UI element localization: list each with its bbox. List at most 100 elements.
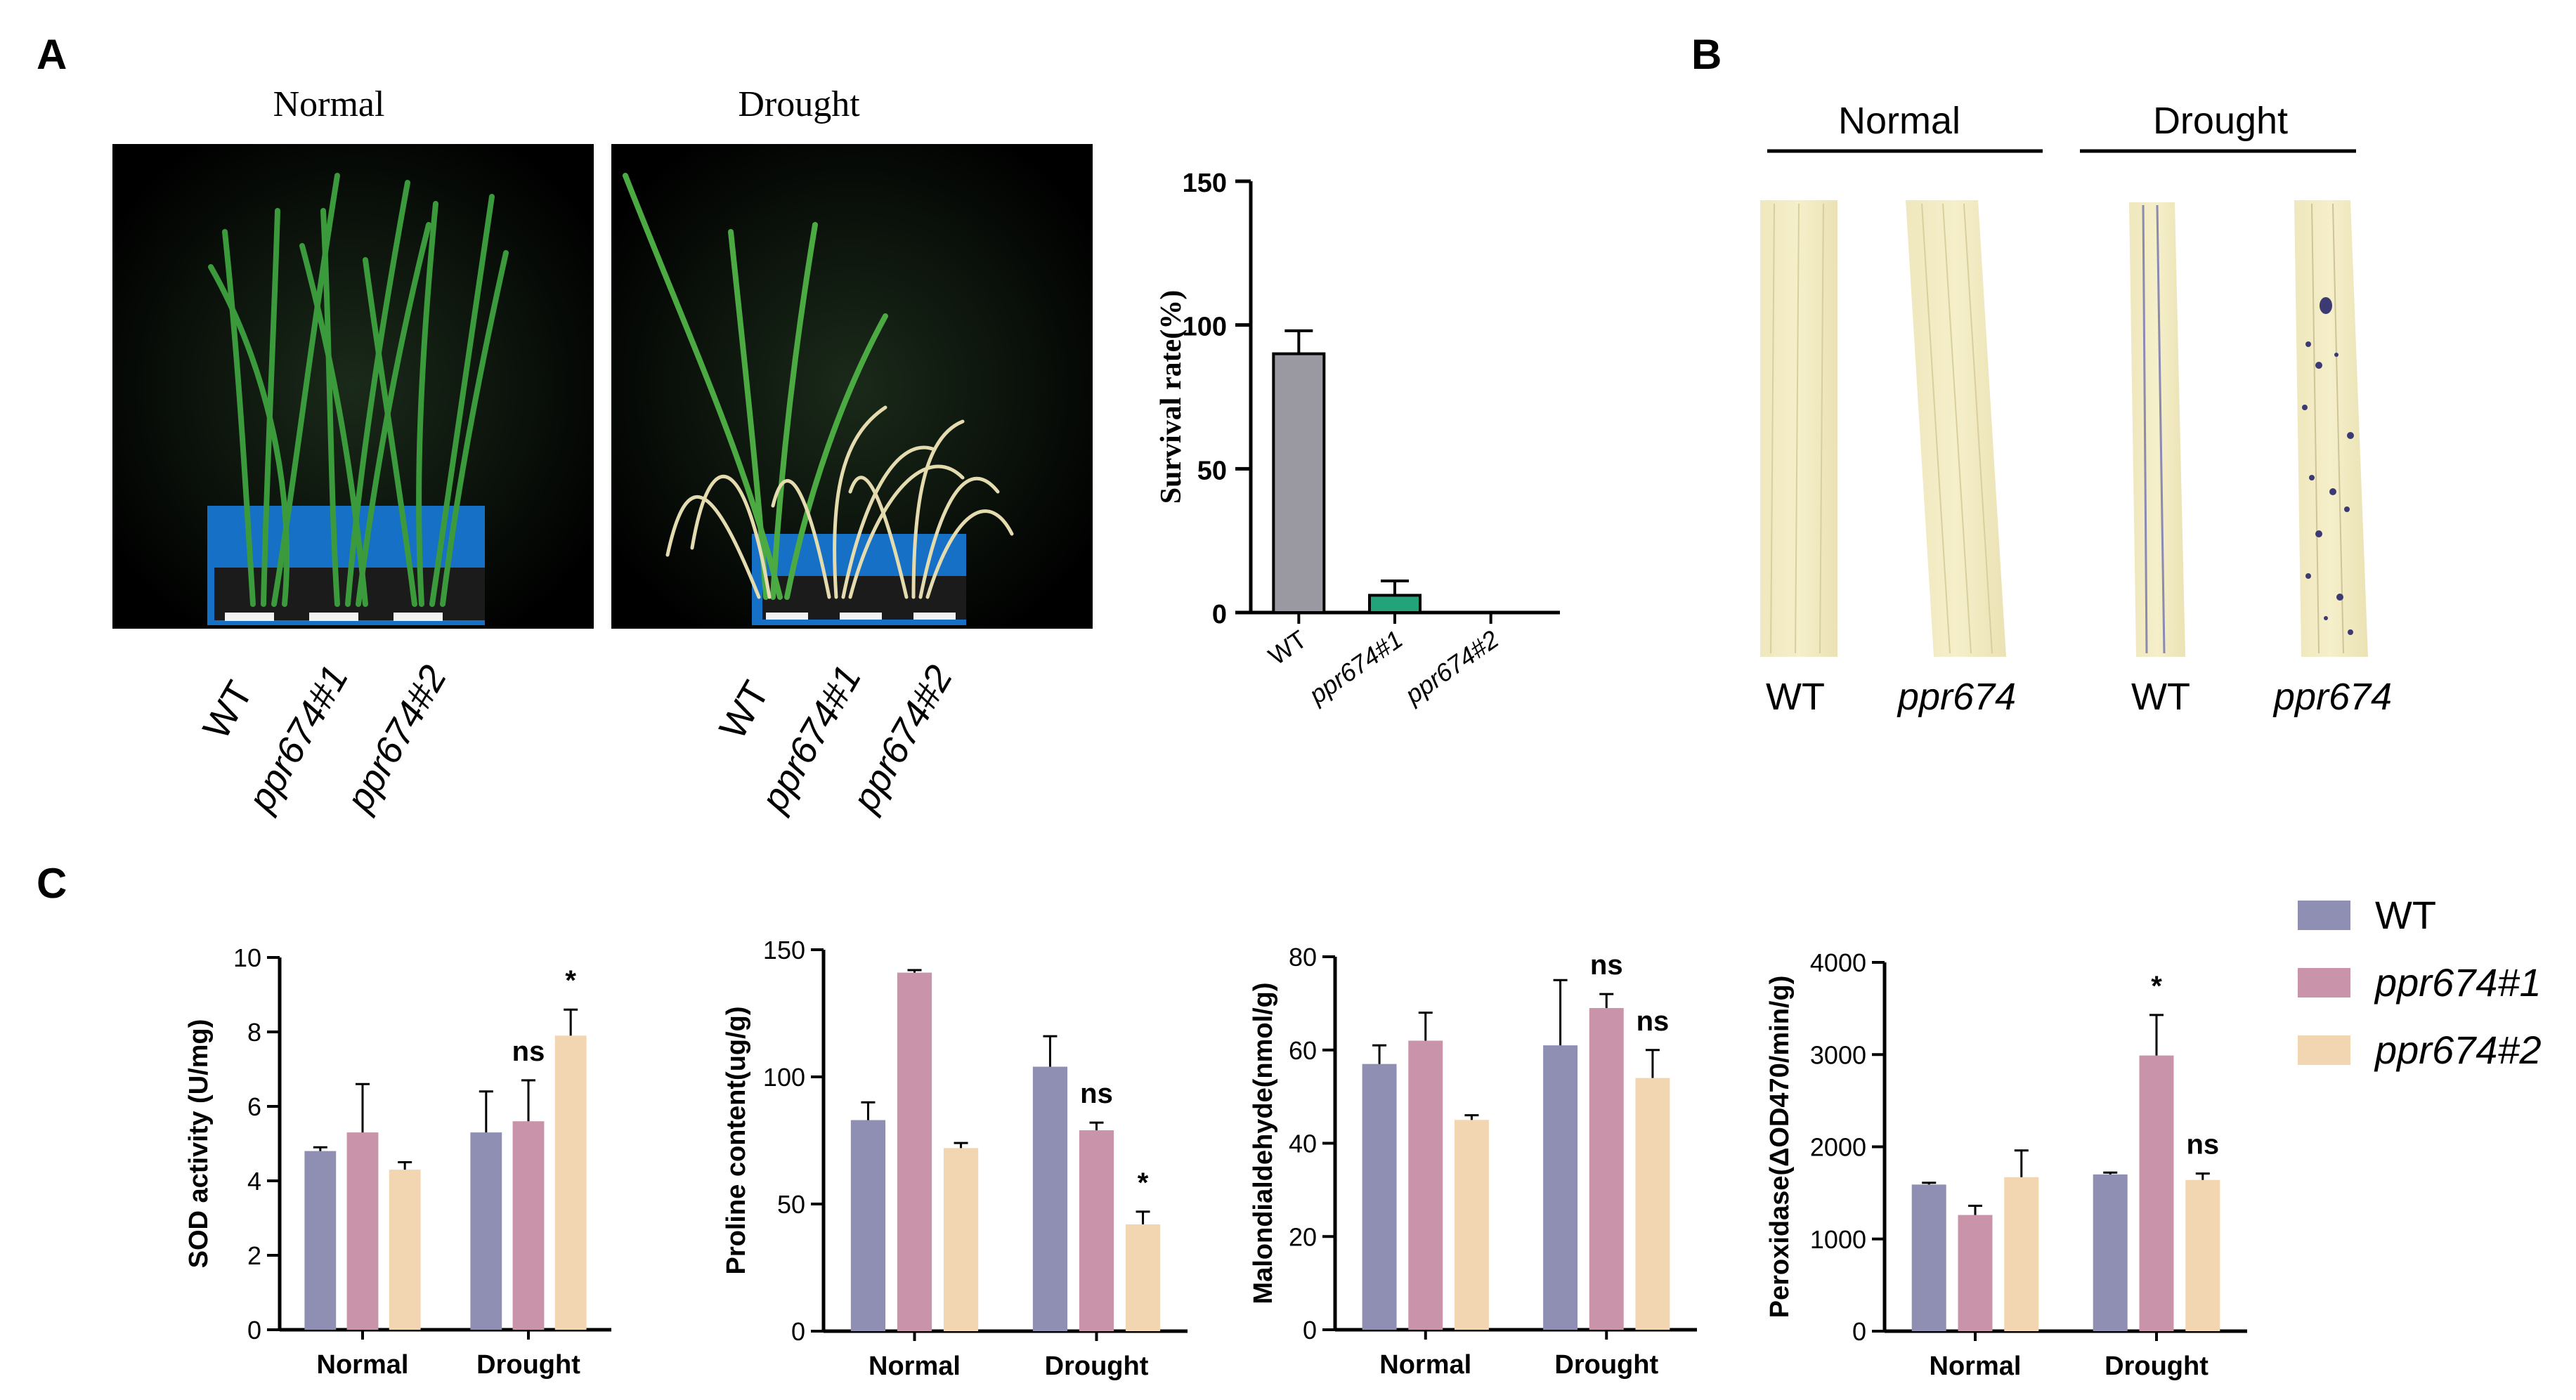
significance-label: ns — [1080, 1078, 1113, 1109]
bar — [1454, 1120, 1489, 1330]
photo-title-normal: Normal — [273, 84, 385, 124]
y-tick-label: 50 — [777, 1190, 805, 1219]
x-tick-label: Normal — [317, 1350, 409, 1380]
photo-normal-label-ppr674-2: ppr674#2 — [337, 658, 455, 819]
legend-swatch-wt — [2298, 901, 2350, 930]
peroxidase-chart: 0 1000 2000 3000 4000 Normal * ns Drought Peroxid… — [1765, 948, 2247, 1381]
bar — [1589, 1008, 1624, 1330]
bar — [1032, 1066, 1068, 1331]
significance-label: ns — [2186, 1130, 2219, 1160]
y-tick-label: 80 — [1289, 943, 1317, 972]
leaf-label-ppr674-drought: ppr674 — [2272, 676, 2392, 718]
x-tick-label: ppr674#2 — [1399, 624, 1504, 709]
significance-label: ns — [1637, 1006, 1670, 1037]
y-tick-label: 1000 — [1810, 1225, 1866, 1254]
significance-label: ns — [512, 1036, 545, 1067]
photo-drought — [611, 144, 1093, 629]
significance-label: * — [565, 965, 576, 996]
bar — [470, 1132, 502, 1330]
y-axis-title: SOD activity (U/mg) — [184, 1019, 214, 1269]
y-tick-label: 2000 — [1810, 1133, 1866, 1162]
bar — [1543, 1045, 1578, 1330]
legend: WT ppr674#1 ppr674#2 — [2298, 893, 2542, 1072]
y-tick-label: 0 — [1303, 1316, 1317, 1345]
y-tick-label: 6 — [247, 1092, 261, 1121]
leaf-group-title-normal: Normal — [1838, 100, 1960, 142]
y-tick-label: 50 — [1197, 456, 1227, 485]
x-tick-label: Normal — [869, 1352, 961, 1381]
bar — [897, 972, 932, 1331]
x-tick-label: Normal — [1930, 1352, 2022, 1381]
bar — [389, 1170, 421, 1330]
bar — [1272, 352, 1326, 614]
y-tick-label: 40 — [1289, 1130, 1317, 1158]
proline-content-chart: 0 50 100 150 Normal ns * Drought Proline content… — [722, 936, 1188, 1381]
leaf-ppr674-normal — [1906, 200, 2006, 657]
y-tick-label: 0 — [1852, 1317, 1866, 1346]
bar — [2004, 1177, 2039, 1331]
sod-activity-chart: 0 2 4 6 8 10 Normal ns * Drought SOD activity (U/m… — [184, 943, 611, 1380]
leaf-ppr674-drought — [2294, 200, 2368, 657]
bar — [1408, 1040, 1443, 1330]
significance-label: * — [1138, 1167, 1149, 1198]
y-tick-label: 150 — [1183, 169, 1227, 198]
leaf-wt-drought — [2129, 202, 2185, 657]
bar — [554, 1035, 587, 1330]
photo-drought-label-wt: WT — [711, 674, 777, 747]
bar — [346, 1132, 379, 1330]
y-axis-title: Survival rate(%) — [1155, 290, 1188, 504]
y-tick-label: 0 — [1212, 600, 1227, 629]
x-tick-label: Drought — [2105, 1352, 2209, 1381]
legend-swatch-ppr674-2 — [2298, 1035, 2350, 1065]
y-axis-title: Peroxidase(ΔOD470/min/g) — [1765, 976, 1795, 1319]
bar — [1911, 1184, 1946, 1331]
x-tick-label: WT — [1263, 624, 1312, 671]
y-tick-label: 0 — [247, 1316, 261, 1345]
leaf-label-ppr674-normal: ppr674 — [1897, 676, 2016, 718]
legend-swatch-ppr674-1 — [2298, 968, 2350, 997]
x-tick-label: Drought — [476, 1350, 580, 1380]
y-tick-label: 4000 — [1810, 948, 1866, 977]
bar — [1368, 594, 1422, 615]
bar — [512, 1121, 545, 1330]
photo-normal — [112, 144, 594, 629]
bar — [850, 1120, 886, 1331]
x-tick-label: Drought — [1045, 1352, 1149, 1381]
panel-letter-c: C — [37, 860, 67, 907]
x-tick-label: Drought — [1554, 1350, 1658, 1380]
panel-letter-b: B — [1691, 31, 1722, 78]
legend-label-wt: WT — [2375, 893, 2436, 937]
y-tick-label: 60 — [1289, 1036, 1317, 1065]
y-tick-label: 150 — [763, 936, 805, 964]
y-tick-label: 0 — [791, 1317, 805, 1346]
panel-letter-a: A — [37, 31, 67, 78]
bar — [2093, 1174, 2128, 1331]
bar — [1362, 1064, 1397, 1330]
y-axis-title: Proline content(ug/g) — [722, 1006, 751, 1274]
y-tick-label: 8 — [247, 1018, 261, 1047]
leaf-wt-normal — [1760, 200, 1837, 657]
significance-label: * — [2151, 971, 2162, 1002]
bar — [943, 1148, 979, 1331]
y-axis-title: Malondialdehyde(nmol/g) — [1249, 982, 1278, 1304]
x-tick-label: ppr674#1 — [1303, 624, 1408, 709]
y-tick-label: 4 — [247, 1167, 261, 1196]
bar — [2139, 1055, 2174, 1331]
leaf-label-wt-drought: WT — [2131, 676, 2190, 718]
photo-title-drought: Drought — [738, 84, 860, 124]
photo-normal-label-wt: WT — [195, 674, 261, 747]
y-tick-label: 100 — [1183, 313, 1227, 342]
leaf-label-wt-normal: WT — [1766, 676, 1825, 718]
bar — [1079, 1130, 1114, 1331]
bar — [1125, 1224, 1161, 1331]
x-tick-label: Normal — [1379, 1350, 1471, 1380]
legend-label-ppr674-1: ppr674#1 — [2374, 960, 2542, 1005]
legend-label-ppr674-2: ppr674#2 — [2374, 1028, 2542, 1072]
y-tick-label: 10 — [233, 943, 261, 972]
y-tick-label: 2 — [247, 1241, 261, 1270]
bar — [1635, 1078, 1670, 1330]
significance-label: ns — [1590, 950, 1623, 981]
